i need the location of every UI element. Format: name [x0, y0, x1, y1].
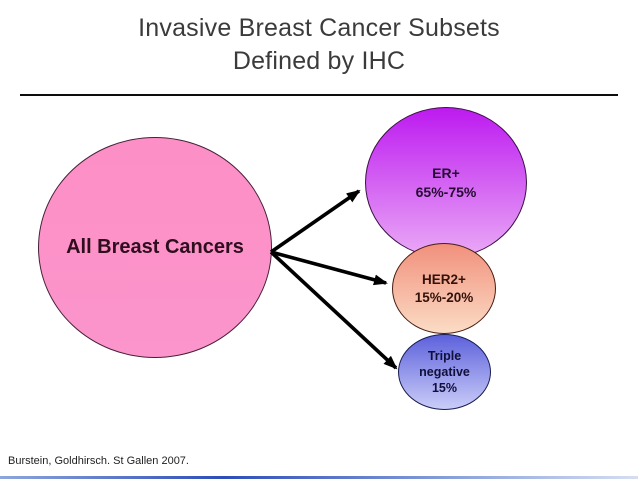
- arrow-to-er-icon: [269, 189, 361, 254]
- subset-name: ER+: [432, 165, 460, 182]
- slide-title-line1: Invasive Breast Cancer Subsets: [138, 14, 500, 42]
- subset-share: 15%-20%: [414, 289, 474, 305]
- circle-her2-positive-label: HER2+ 15%-20%: [415, 271, 474, 306]
- slide-title-line2: Defined by IHC: [232, 47, 406, 75]
- circle-all-breast-cancers: All Breast Cancers: [38, 137, 272, 358]
- subset-share: 65%-75%: [415, 183, 477, 200]
- slide-footer-accent-bar: [0, 476, 638, 479]
- circle-triple-negative: Triple negative 15%: [398, 334, 491, 410]
- title-underline: [20, 94, 618, 96]
- circle-her2-positive: HER2+ 15%-20%: [392, 243, 496, 334]
- subset-name: HER2+: [422, 271, 466, 287]
- subset-share: 15%: [431, 381, 458, 396]
- circle-er-positive: ER+ 65%-75%: [365, 107, 527, 258]
- circle-triple-negative-label: Triple negative 15%: [409, 348, 481, 397]
- arrow-to-her2-icon: [270, 250, 388, 286]
- slide-title: Invasive Breast Cancer Subsets Defined b…: [0, 12, 638, 78]
- circle-er-positive-label: ER+ 65%-75%: [416, 164, 477, 200]
- citation: Burstein, Goldhirsch. St Gallen 2007.: [8, 455, 189, 467]
- circle-all-breast-cancers-label: All Breast Cancers: [66, 236, 244, 258]
- arrow-to-triple-negative-icon: [269, 250, 398, 370]
- subset-name: Triple negative: [419, 348, 470, 379]
